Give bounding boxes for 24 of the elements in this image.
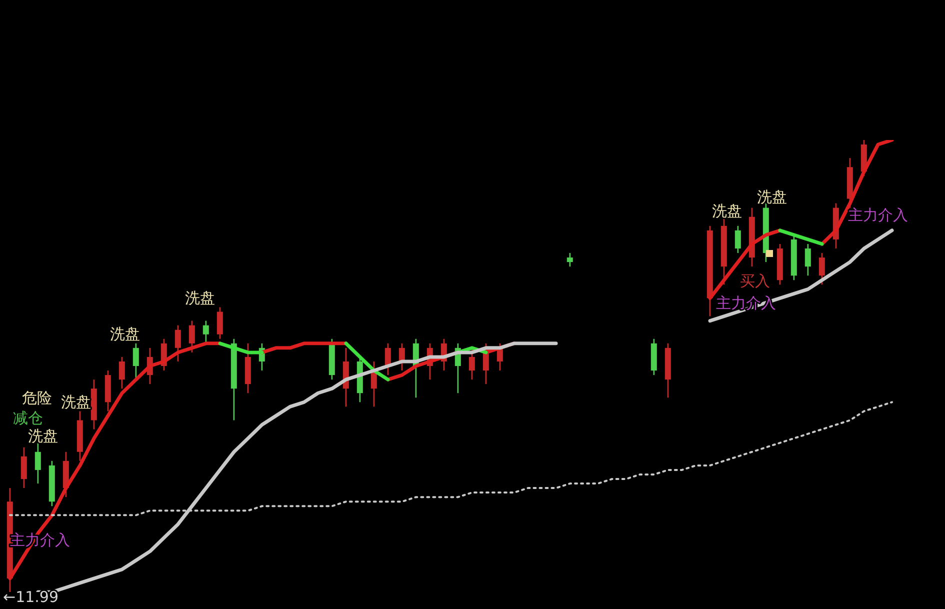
annotation: ←11.99 [3,588,59,606]
candlestick [734,225,741,254]
annotation: 洗盘 [185,289,215,307]
annotation: 买入 [740,272,770,290]
candlestick [34,442,41,484]
candlestick [468,347,475,380]
candlestick [20,446,27,489]
annotation: 洗盘 [61,393,91,411]
annotation: 洗盘 [712,202,742,220]
candlestick [566,252,573,268]
candlestick [118,356,125,390]
candlestick [216,306,223,340]
candlestick [804,243,811,276]
annotation: 洗盘 [757,188,787,206]
annotation: 洗盘 [110,325,140,343]
annotation: 主力介入 [848,206,908,224]
candlestick [174,324,181,362]
annotation: 危险 [22,389,52,407]
annotation: 洗盘 [28,427,58,445]
candlestick [132,342,139,380]
candlestick [818,252,825,286]
annotation: 减仓 [13,409,43,427]
candlestick [202,320,209,344]
candlestick [188,320,195,354]
